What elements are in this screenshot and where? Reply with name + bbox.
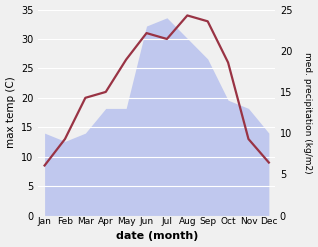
Y-axis label: med. precipitation (kg/m2): med. precipitation (kg/m2) <box>303 52 313 173</box>
X-axis label: date (month): date (month) <box>115 231 198 242</box>
Y-axis label: max temp (C): max temp (C) <box>5 77 16 148</box>
